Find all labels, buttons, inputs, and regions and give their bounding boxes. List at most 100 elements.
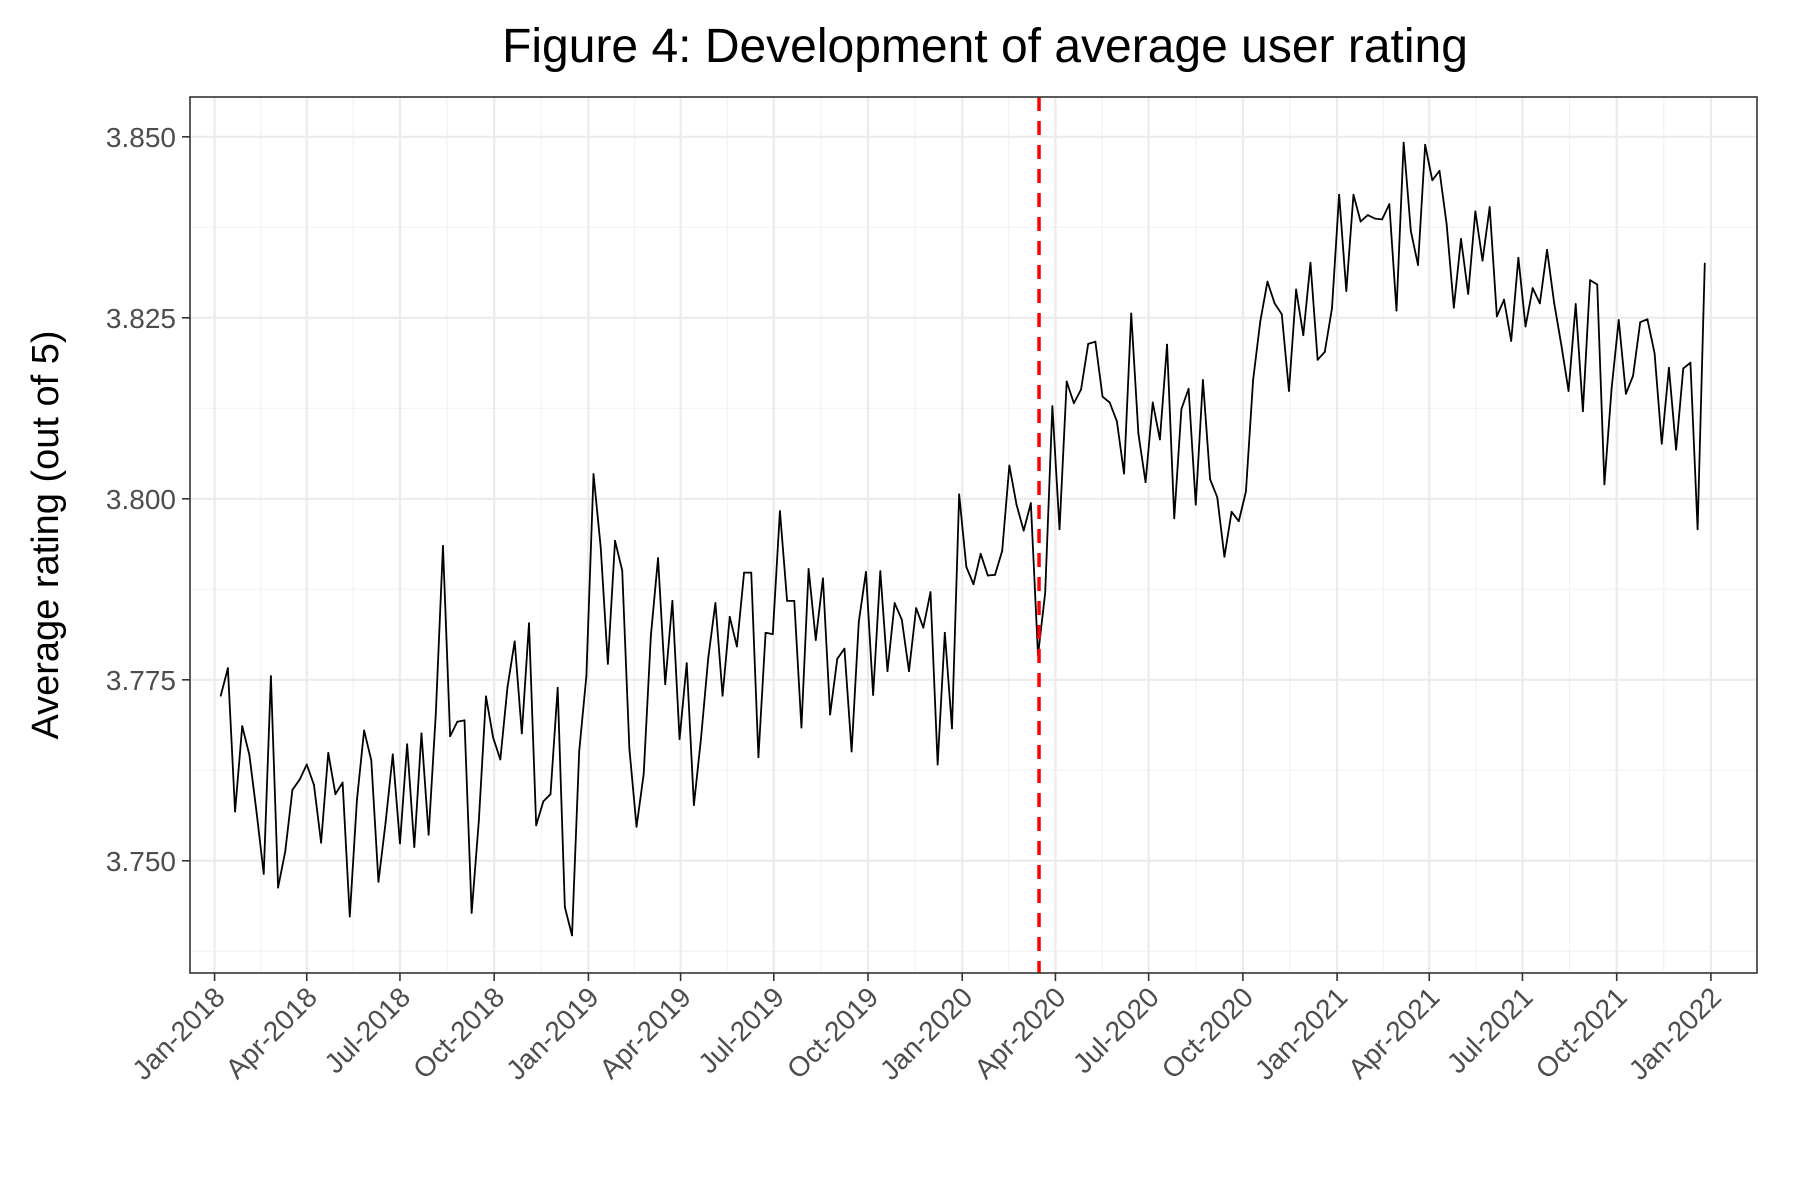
data-point (1123, 472, 1125, 475)
data-point (1015, 503, 1018, 506)
data-point (1395, 309, 1398, 312)
x-tick-label: Jan-2022 (1623, 981, 1727, 1085)
data-point (327, 752, 330, 754)
x-tick-label: Jul-2020 (1067, 981, 1165, 1079)
data-point (1080, 388, 1082, 391)
data-point (1603, 483, 1606, 486)
data-point (1538, 302, 1541, 305)
data-point (1524, 325, 1527, 328)
major-gridlines (190, 97, 1757, 973)
data-point (1252, 379, 1255, 381)
data-point (513, 640, 516, 643)
data-point (1065, 380, 1068, 383)
data-point (979, 552, 982, 555)
data-point (1288, 390, 1290, 392)
data-point (542, 800, 545, 803)
data-point (943, 631, 946, 634)
data-point (1352, 193, 1355, 196)
data-point (850, 750, 853, 753)
y-tick-label: 3.850 (106, 122, 176, 153)
data-point (427, 833, 430, 836)
data-point (1087, 342, 1090, 345)
data-point (377, 880, 380, 883)
data-point (499, 758, 502, 761)
data-point (1345, 290, 1348, 292)
data-point (599, 546, 602, 549)
data-point (1474, 210, 1477, 213)
data-point (664, 683, 667, 686)
data-point (384, 821, 387, 824)
data-point (1460, 237, 1462, 240)
x-tick-label: Oct-2019 (781, 981, 884, 1084)
data-point (1094, 340, 1097, 343)
x-tick-label: Jul-2018 (318, 981, 416, 1079)
x-tick-label: Jul-2019 (692, 981, 790, 1079)
y-axis-title: Average rating (out of 5) (25, 330, 67, 739)
data-point (1280, 313, 1283, 316)
data-point (764, 631, 767, 634)
data-point (1223, 555, 1226, 558)
data-point (262, 872, 265, 875)
data-point (800, 726, 803, 729)
data-point (642, 773, 645, 775)
data-point (420, 732, 423, 735)
data-point (707, 657, 710, 659)
data-point (671, 599, 674, 602)
data-point (449, 735, 452, 738)
data-point (621, 569, 624, 572)
data-point (1581, 410, 1584, 413)
data-point (1273, 302, 1276, 305)
data-point (549, 793, 552, 796)
data-point (1216, 496, 1219, 499)
data-point (1567, 390, 1570, 392)
data-point (1409, 230, 1412, 232)
x-tick-label: Jan-2020 (874, 981, 978, 1085)
data-point (1675, 448, 1677, 451)
data-point (363, 729, 366, 732)
plot-background (190, 97, 1757, 973)
data-point (728, 615, 731, 618)
data-point (1682, 367, 1685, 370)
data-point (442, 544, 444, 547)
data-point (341, 781, 344, 784)
data-point (628, 747, 631, 750)
data-point (1467, 293, 1470, 295)
data-point (270, 675, 272, 678)
data-point (248, 754, 251, 756)
data-point (793, 599, 796, 602)
data-point (1381, 218, 1384, 221)
data-point (1151, 401, 1154, 404)
data-point (807, 568, 810, 570)
data-point (779, 510, 781, 513)
data-point (1230, 510, 1233, 513)
data-point (241, 725, 244, 728)
data-point (456, 720, 459, 723)
data-point (750, 571, 753, 574)
data-point (1488, 206, 1491, 208)
x-tick-label: Apr-2019 (593, 981, 696, 1084)
data-point (865, 571, 867, 573)
data-point (1001, 550, 1004, 552)
data-point (356, 799, 358, 801)
data-point (1653, 352, 1656, 355)
data-point (520, 732, 523, 735)
data-point (291, 788, 294, 791)
y-tick-label: 3.825 (106, 303, 176, 334)
data-point (736, 645, 738, 648)
y-tick-label: 3.800 (106, 484, 176, 515)
data-point (1115, 420, 1118, 423)
data-point (1553, 302, 1556, 305)
data-point (1431, 179, 1434, 182)
data-point (1589, 279, 1591, 282)
data-point (972, 583, 975, 586)
data-point (757, 756, 760, 759)
data-point (399, 842, 401, 845)
data-point (1510, 340, 1513, 342)
data-point (1245, 490, 1247, 493)
data-point (1632, 374, 1634, 377)
data-point (1044, 592, 1047, 594)
rating-series-line (219, 141, 1706, 937)
data-point (771, 633, 774, 636)
data-point (219, 694, 222, 697)
